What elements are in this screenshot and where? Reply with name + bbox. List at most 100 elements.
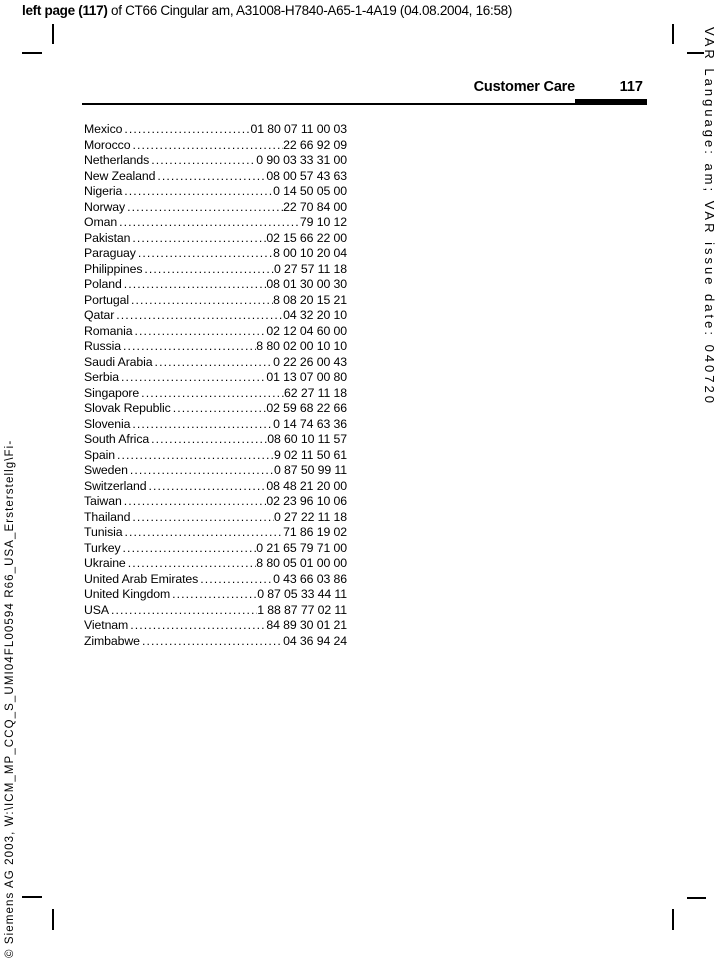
crop-mark-bottom-left-vertical [52, 909, 54, 930]
country-name: Spain [84, 447, 115, 462]
phone-number: 79 10 12 [299, 215, 347, 229]
phone-number: 02 23 96 10 06 [266, 494, 347, 508]
customer-care-row: Taiwan 02 23 96 10 06 [84, 494, 347, 510]
crop-mark-bottom-right-vertical [672, 909, 674, 930]
customer-care-row: Slovak Republic 02 59 68 22 66 [84, 401, 347, 417]
dot-leader [111, 603, 257, 619]
crop-mark-top-left-vertical [52, 24, 54, 44]
customer-care-row: Spain 9 02 11 50 61 [84, 448, 347, 464]
phone-number: 71 86 19 02 [283, 525, 347, 539]
phone-number: 0 27 22 11 18 [273, 509, 347, 524]
country-name: Nigeria [84, 184, 123, 198]
customer-care-row: Romania 02 12 04 60 00 [84, 324, 347, 340]
customer-care-row: Morocco 22 66 92 09 [84, 138, 347, 154]
page-label: left page (117) [22, 3, 108, 18]
dot-leader [132, 510, 274, 526]
dot-leader [117, 448, 274, 464]
country-name: Sweden [84, 463, 128, 477]
dot-leader [124, 184, 273, 200]
country-name: Thailand [84, 509, 131, 524]
country-name: Morocco [84, 137, 131, 152]
dot-leader [130, 618, 266, 634]
country-name: Singapore [84, 385, 140, 400]
dot-leader [123, 541, 257, 557]
country-name: Qatar [84, 308, 115, 322]
phone-number: 08 48 21 20 00 [266, 478, 347, 493]
country-name: South Africa [84, 432, 150, 446]
customer-care-row: Mexico 01 80 07 11 00 03 [84, 122, 347, 138]
customer-care-row: Oman 79 10 12 [84, 215, 347, 231]
header-rule [82, 103, 647, 105]
country-name: Norway [84, 199, 126, 214]
dot-leader [135, 324, 267, 340]
dot-leader [116, 308, 283, 324]
header-rule-thick-segment [575, 99, 647, 104]
country-name: Tunisia [84, 525, 123, 539]
customer-care-row: Tunisia 71 86 19 02 [84, 525, 347, 541]
dot-leader [148, 479, 266, 495]
customer-care-row: Sweden 0 87 50 99 11 [84, 463, 347, 479]
customer-care-row: Pakistan 02 15 66 22 00 [84, 231, 347, 247]
dot-leader [124, 277, 267, 293]
customer-care-row: Zimbabwe 04 36 94 24 [84, 634, 347, 650]
dot-leader [132, 138, 283, 154]
country-name: Romania [84, 323, 133, 338]
dot-leader [141, 386, 284, 402]
dot-leader [200, 572, 273, 588]
customer-care-row: Serbia 01 13 07 00 80 [84, 370, 347, 386]
document-id-text: of CT66 Cingular am, A31008-H7840-A65-1-… [107, 3, 513, 18]
dot-leader [124, 122, 250, 138]
var-language-margin-note: VAR Language: am; VAR issue date: 040720 [702, 27, 717, 406]
phone-number: 0 87 50 99 11 [273, 463, 347, 477]
country-name: Taiwan [84, 494, 122, 508]
phone-number: 8 80 02 00 10 10 [256, 339, 347, 353]
phone-number: 9 02 11 50 61 [273, 447, 347, 462]
dot-leader [124, 525, 283, 541]
dot-leader [151, 432, 267, 448]
phone-number: 02 12 04 60 00 [266, 323, 347, 338]
country-name: Slovenia [84, 416, 131, 431]
customer-care-row: Ukraine 8 80 05 01 00 00 [84, 556, 347, 572]
customer-care-row: Portugal 8 08 20 15 21 [84, 293, 347, 309]
country-name: Serbia [84, 370, 119, 384]
phone-number: 22 70 84 00 [283, 199, 347, 214]
customer-care-row: Singapore 62 27 11 18 [84, 386, 347, 402]
phone-number: 0 90 03 33 31 00 [256, 153, 347, 167]
country-name: United Kingdom [84, 587, 171, 601]
page-number: 117 [619, 79, 643, 95]
phone-number: 84 89 30 01 21 [266, 618, 347, 632]
customer-care-list: Mexico 01 80 07 11 00 03 Morocco 22 66 9… [84, 122, 347, 649]
copyright-margin-note: © Siemens AG 2003, W:\ICM_MP_CCQ_S_UMI04… [4, 439, 16, 958]
dot-leader [127, 200, 283, 216]
customer-care-row: South Africa 08 60 10 11 57 [84, 432, 347, 448]
country-name: USA [84, 602, 109, 617]
country-name: Russia [84, 339, 121, 353]
phone-number: 04 32 20 10 [283, 308, 347, 322]
dot-leader [173, 401, 267, 417]
dot-leader [121, 370, 266, 386]
phone-number: 0 14 74 63 36 [273, 416, 347, 431]
dot-leader [119, 215, 300, 231]
customer-care-row: New Zealand 08 00 57 43 63 [84, 169, 347, 185]
customer-care-row: Turkey 0 21 65 79 71 00 [84, 541, 347, 557]
dot-leader [131, 293, 273, 309]
crop-mark-bottom-right-horizontal [687, 897, 706, 899]
country-name: Poland [84, 277, 122, 291]
customer-care-row: Saudi Arabia 0 22 26 00 43 [84, 355, 347, 371]
crop-mark-bottom-left-horizontal [22, 896, 42, 898]
phone-number: 01 80 07 11 00 03 [250, 122, 347, 136]
phone-number: 08 00 57 43 63 [266, 168, 347, 183]
customer-care-row: Poland 08 01 30 00 30 [84, 277, 347, 293]
country-name: Paraguay [84, 246, 136, 260]
country-name: Portugal [84, 292, 130, 307]
phone-number: 08 60 10 11 57 [267, 432, 347, 446]
country-name: Zimbabwe [84, 633, 140, 648]
customer-care-row: Russia 8 80 02 00 10 10 [84, 339, 347, 355]
dot-leader [144, 262, 274, 278]
customer-care-row: Thailand 0 27 22 11 18 [84, 510, 347, 526]
phone-number: 22 66 92 09 [283, 137, 347, 152]
phone-number: 62 27 11 18 [284, 385, 347, 400]
customer-care-row: Qatar 04 32 20 10 [84, 308, 347, 324]
dot-leader [138, 246, 273, 262]
